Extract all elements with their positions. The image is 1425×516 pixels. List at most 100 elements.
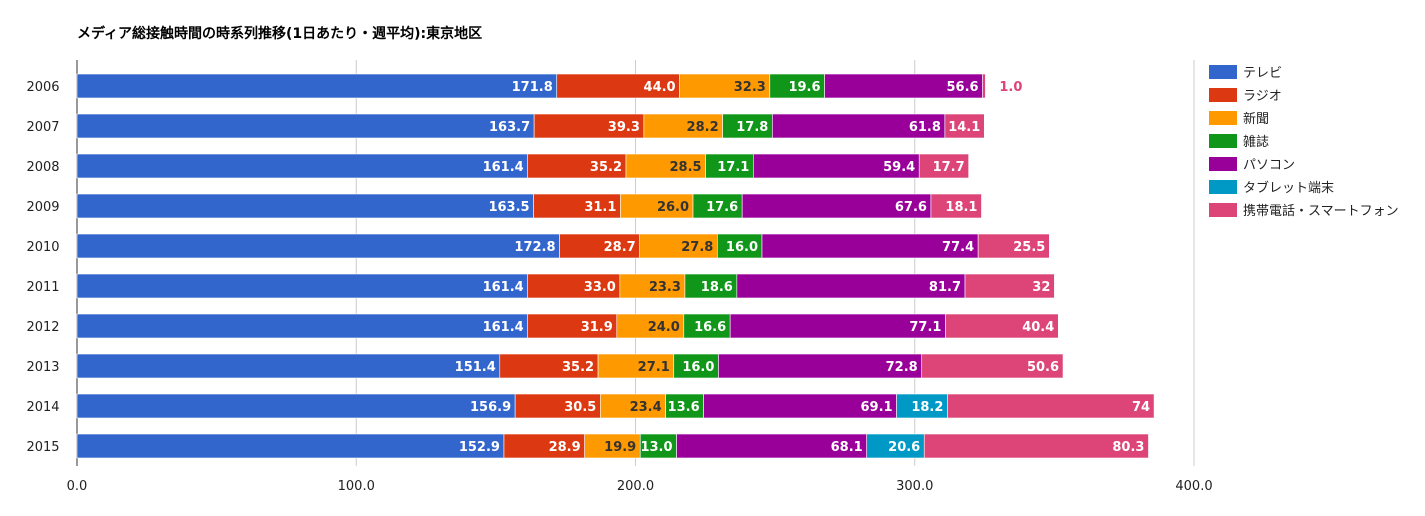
data-label: 163.5 (488, 200, 529, 215)
data-label: 1.0 (999, 80, 1022, 95)
data-label: 32 (1032, 280, 1050, 295)
data-label: 35.2 (590, 160, 622, 175)
bar-segment (503, 433, 585, 459)
legend-label: 新聞 (1243, 111, 1269, 127)
data-label: 16.0 (726, 240, 758, 255)
data-label: 172.8 (514, 240, 555, 255)
bar-segment (692, 193, 743, 219)
legend-label: パソコン (1243, 158, 1295, 173)
data-label: 17.8 (736, 120, 768, 135)
bar-segment (717, 233, 763, 259)
data-label: 17.6 (706, 200, 738, 215)
bar-segment (896, 393, 948, 419)
data-label: 19.9 (604, 440, 636, 455)
data-label: 156.9 (470, 400, 511, 415)
data-label: 77.1 (909, 320, 941, 335)
data-label: 161.4 (483, 160, 524, 175)
data-label: 80.3 (1112, 440, 1144, 455)
bar-segment (533, 193, 621, 219)
bar-segment (729, 313, 946, 339)
bar-segment (703, 393, 897, 419)
bar-segment (499, 353, 599, 379)
data-label: 67.6 (895, 200, 927, 215)
data-label: 59.4 (883, 160, 915, 175)
bar-segment (527, 273, 621, 299)
legend-swatch (1209, 203, 1237, 217)
x-tick-label: 200.0 (617, 479, 654, 494)
data-label: 28.2 (687, 120, 719, 135)
y-tick-label: 2012 (26, 320, 59, 335)
data-label: 39.3 (608, 120, 640, 135)
legend-label: タブレット端末 (1243, 180, 1334, 196)
bar-segment (982, 73, 986, 99)
y-tick-label: 2007 (26, 120, 59, 135)
legend-swatch (1209, 65, 1237, 79)
data-label: 17.7 (933, 160, 965, 175)
bar-segment (947, 393, 1155, 419)
data-label: 19.6 (788, 80, 820, 95)
bar-segment (741, 193, 932, 219)
bar-segment (673, 353, 719, 379)
bar-segment (514, 393, 601, 419)
data-label: 152.9 (459, 440, 500, 455)
y-tick-label: 2006 (26, 80, 59, 95)
data-label: 13.0 (640, 440, 672, 455)
data-label: 28.5 (670, 160, 702, 175)
data-label: 25.5 (1013, 240, 1045, 255)
bar-segment (76, 353, 501, 379)
y-axis: 2006 2007 2008 2009 2010 2011 2012 2013 2014 2015 (26, 80, 59, 455)
x-tick-label: 0.0 (67, 479, 88, 494)
legend-label: ラジオ (1243, 89, 1282, 104)
bar-segment (76, 113, 535, 139)
data-label: 24.0 (648, 320, 680, 335)
bar-segment (736, 273, 966, 299)
data-label: 77.4 (942, 240, 974, 255)
data-label: 44.0 (644, 80, 676, 95)
bar-segment (620, 193, 694, 219)
y-tick-label: 2014 (26, 400, 59, 415)
bar-segment (753, 153, 920, 179)
data-label: 56.6 (947, 80, 979, 95)
bar-segment (616, 313, 685, 339)
bar-segment (944, 113, 985, 139)
legend-label: 携帯電話・スマートフォン (1243, 203, 1399, 219)
bar-segment (665, 393, 704, 419)
data-label: 40.4 (1022, 320, 1054, 335)
bar-segment (930, 193, 982, 219)
data-label: 14.1 (948, 120, 980, 135)
bars (76, 73, 1155, 459)
bar-segment (824, 73, 983, 99)
bar-segment (600, 393, 666, 419)
data-label: 151.4 (455, 360, 496, 375)
bar-segment (625, 153, 706, 179)
data-label: 18.1 (945, 200, 977, 215)
data-label: 163.7 (489, 120, 530, 135)
data-label: 27.8 (681, 240, 713, 255)
data-label: 13.6 (668, 400, 700, 415)
bar-segment (76, 273, 529, 299)
bar-segment (679, 73, 771, 99)
x-tick-label: 100.0 (338, 479, 375, 494)
bar-segment (772, 113, 946, 139)
data-label: 81.7 (929, 280, 961, 295)
data-label: 26.0 (657, 200, 689, 215)
bar-segment (761, 233, 979, 259)
bar-segment (683, 313, 731, 339)
data-label: 35.2 (562, 360, 594, 375)
data-label: 27.1 (638, 360, 670, 375)
y-tick-label: 2015 (26, 440, 59, 455)
data-label: 31.1 (584, 200, 616, 215)
y-tick-label: 2008 (26, 160, 59, 175)
bar-segment (556, 73, 680, 99)
data-label: 23.4 (630, 400, 662, 415)
data-label: 68.1 (831, 440, 863, 455)
bar-segment (676, 433, 868, 459)
data-label: 61.8 (909, 120, 941, 135)
bar-segment (527, 153, 627, 179)
data-label: 18.2 (911, 400, 943, 415)
bar-segment (977, 233, 1050, 259)
bar-segment (76, 73, 558, 99)
data-label: 28.9 (549, 440, 581, 455)
bar-segment (918, 153, 969, 179)
